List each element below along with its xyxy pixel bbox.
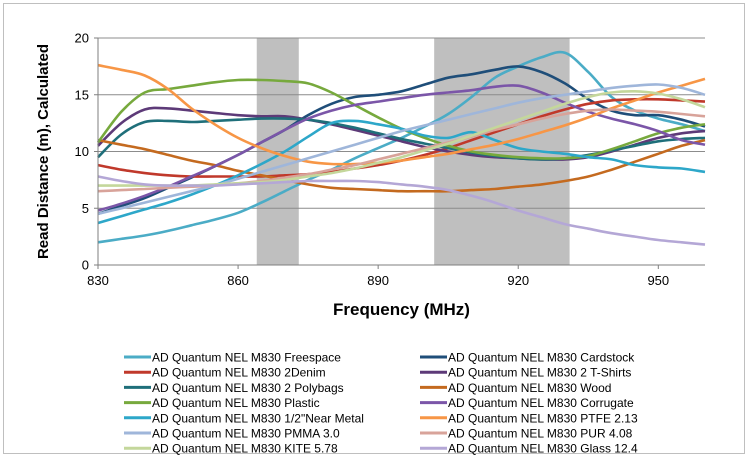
legend-label-12: AD Quantum NEL M830 KITE 5.78 <box>152 442 338 456</box>
y-tick-label-5: 5 <box>82 201 89 216</box>
legend-item-3: AD Quantum NEL M830 2 T-Shirts <box>420 366 631 380</box>
legend-item-11: AD Quantum NEL M830 PUR 4.08 <box>420 427 633 441</box>
legend-item-5: AD Quantum NEL M830 Wood <box>420 381 611 395</box>
legend-label-13: AD Quantum NEL M830 Glass 12.4 <box>448 442 638 456</box>
series-line-8 <box>97 119 706 225</box>
series-line-10 <box>97 83 706 216</box>
legend-item-0: AD Quantum NEL M830 Freespace <box>124 351 341 365</box>
x-tick-label-830: 830 <box>87 273 109 288</box>
legend: AD Quantum NEL M830 Freespace AD Quantum … <box>124 351 638 456</box>
x-tick-label-890: 890 <box>367 273 389 288</box>
legend-item-13: AD Quantum NEL M830 Glass 12.4 <box>420 442 638 456</box>
legend-label-4: AD Quantum NEL M830 2 Polybags <box>152 381 344 395</box>
legend-label-8: AD Quantum NEL M830 1/2"Near Metal <box>152 411 364 425</box>
series-line-3 <box>97 106 706 161</box>
x-axis-title: Frequency (MHz) <box>333 300 470 319</box>
series-line-9 <box>97 63 706 166</box>
y-axis-title: Read Distance (m), Calculated <box>35 44 52 259</box>
legend-item-9: AD Quantum NEL M830 PTFE 2.13 <box>420 411 638 425</box>
x-tick-label-950: 950 <box>647 273 669 288</box>
legend-item-12: AD Quantum NEL M830 KITE 5.78 <box>124 442 338 456</box>
x-tick-label-860: 860 <box>227 273 249 288</box>
legend-item-4: AD Quantum NEL M830 2 Polybags <box>124 381 344 395</box>
legend-label-3: AD Quantum NEL M830 2 T-Shirts <box>448 366 631 380</box>
axes <box>94 37 705 269</box>
y-tick-label-15: 15 <box>75 87 89 102</box>
legend-item-1: AD Quantum NEL M830 Cardstock <box>420 351 635 365</box>
legend-label-5: AD Quantum NEL M830 Wood <box>448 381 611 395</box>
tick-labels: 830 860 890 920 950 0 5 10 15 20 <box>75 31 670 289</box>
legend-label-0: AD Quantum NEL M830 Freespace <box>152 351 341 365</box>
legend-label-11: AD Quantum NEL M830 PUR 4.08 <box>448 427 633 441</box>
legend-label-9: AD Quantum NEL M830 PTFE 2.13 <box>448 411 638 425</box>
y-tick-label-20: 20 <box>75 31 89 46</box>
series-line-5 <box>97 138 706 193</box>
legend-label-1: AD Quantum NEL M830 Cardstock <box>448 351 635 365</box>
legend-item-8: AD Quantum NEL M830 1/2"Near Metal <box>124 411 364 425</box>
chart-frame <box>3 3 745 454</box>
series-line-7 <box>97 84 706 212</box>
x-tick-label-920: 920 <box>507 273 529 288</box>
series-line-13 <box>97 175 706 246</box>
legend-label-7: AD Quantum NEL M830 Corrugate <box>448 396 634 410</box>
y-tick-label-10: 10 <box>75 144 89 159</box>
legend-label-2: AD Quantum NEL M830 2Denim <box>152 366 326 380</box>
legend-item-7: AD Quantum NEL M830 Corrugate <box>420 396 634 410</box>
legend-label-6: AD Quantum NEL M830 Plastic <box>152 396 320 410</box>
legend-item-2: AD Quantum NEL M830 2Denim <box>124 366 326 380</box>
legend-label-10: AD Quantum NEL M830 PMMA 3.0 <box>152 427 340 441</box>
series-lines <box>96 50 706 246</box>
legend-item-10: AD Quantum NEL M830 PMMA 3.0 <box>124 427 340 441</box>
y-tick-label-0: 0 <box>82 258 89 273</box>
legend-item-6: AD Quantum NEL M830 Plastic <box>124 396 320 410</box>
